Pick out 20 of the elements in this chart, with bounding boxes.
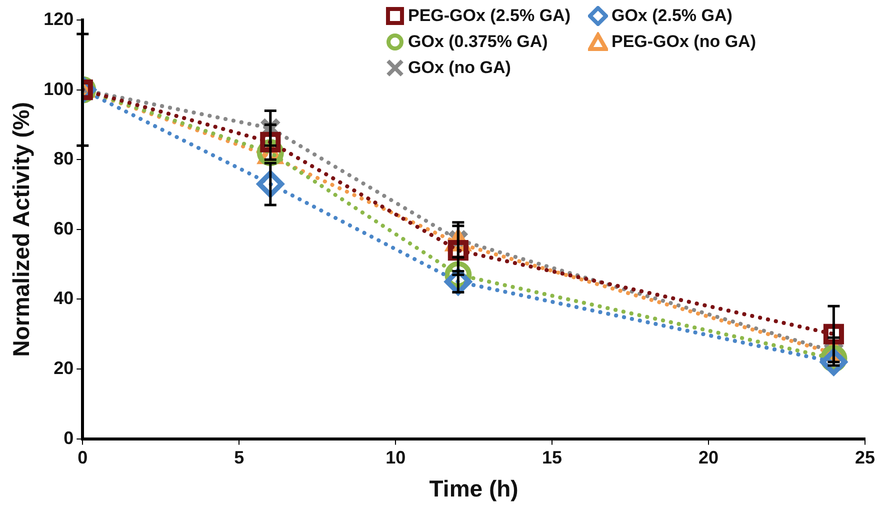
- x-tick-label: 10: [386, 448, 406, 468]
- legend-label: GOx (2.5% GA): [611, 6, 732, 26]
- legend-label: GOx (0.375% GA): [408, 32, 548, 52]
- x-tick-label: 15: [542, 448, 562, 468]
- x-tick-label: 20: [698, 448, 719, 468]
- legend-label: PEG-GOx (no GA): [611, 32, 756, 52]
- y-tick-label: 80: [54, 148, 74, 169]
- x-axis-title: Time (h): [429, 476, 518, 502]
- legend-label: PEG-GOx (2.5% GA): [408, 6, 570, 26]
- y-tick-label: 20: [54, 358, 74, 378]
- x-tick-label: 5: [234, 448, 244, 468]
- y-axis-title: Normalized Activity (%): [8, 102, 34, 357]
- x-tick-label: 25: [854, 448, 876, 468]
- legend-label: GOx (no GA): [408, 58, 511, 78]
- y-tick-label: 0: [64, 428, 74, 448]
- y-tick-label: 100: [44, 78, 74, 99]
- y-tick-label: 40: [54, 288, 74, 308]
- y-tick-label: 60: [54, 218, 74, 238]
- y-tick-label: 120: [44, 8, 74, 29]
- x-tick-label: 0: [78, 448, 88, 468]
